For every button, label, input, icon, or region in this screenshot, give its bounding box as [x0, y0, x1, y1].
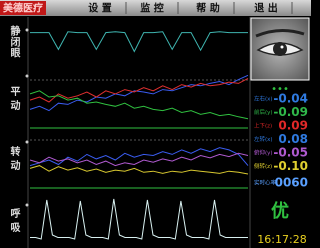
readout-label: 俯仰(y): [254, 149, 273, 157]
readout-label: 侧转(z): [254, 162, 272, 170]
readout-value: 0.09: [278, 119, 308, 133]
readout-value: -0.05: [273, 146, 308, 160]
logo: 美德医疗: [3, 2, 43, 15]
panel-label: 平动: [8, 86, 20, 114]
trace: [30, 91, 248, 119]
menu-item[interactable]: 监 控: [140, 2, 163, 15]
panel-marker: [26, 141, 29, 144]
iris: [273, 42, 287, 56]
panel-label: 呼吸: [8, 207, 20, 236]
readout-value: -0.10: [273, 159, 308, 173]
menu-item[interactable]: 退 出: [254, 2, 277, 15]
trace: [30, 75, 248, 110]
glint: [281, 46, 284, 49]
readout-label: 左右(x): [254, 95, 273, 103]
readout-value: 0060: [275, 176, 308, 190]
rating: 优: [271, 200, 289, 222]
trace: [30, 166, 248, 174]
readout-value: 0.08: [278, 132, 308, 146]
readout-value: -0.09: [273, 105, 308, 119]
trace: [30, 199, 248, 239]
menu-item[interactable]: 设 置: [88, 2, 111, 15]
readout-label: 前后(y): [254, 108, 273, 116]
readout-label: 上下(z): [254, 122, 272, 130]
readout-label: 实时心率: [254, 179, 277, 187]
menu-item[interactable]: 帮 助: [196, 2, 219, 15]
panel-label: 转动: [8, 145, 20, 174]
panel-marker: [26, 29, 29, 32]
trace: [30, 148, 248, 166]
panel-marker: [26, 75, 29, 78]
readout-value: -0.04: [273, 92, 308, 106]
panel-marker: [26, 204, 29, 207]
trace: [30, 153, 248, 165]
clock: 16:17:28: [257, 233, 306, 246]
panel-label: 静闭眼: [8, 24, 20, 58]
trace: [30, 32, 248, 52]
app-screen: 美德医疗 ••• 优 16:17:28 设 置监 控帮 助退 出静闭眼平动转动呼…: [0, 0, 311, 248]
readout-label: 左转(x): [254, 135, 273, 143]
